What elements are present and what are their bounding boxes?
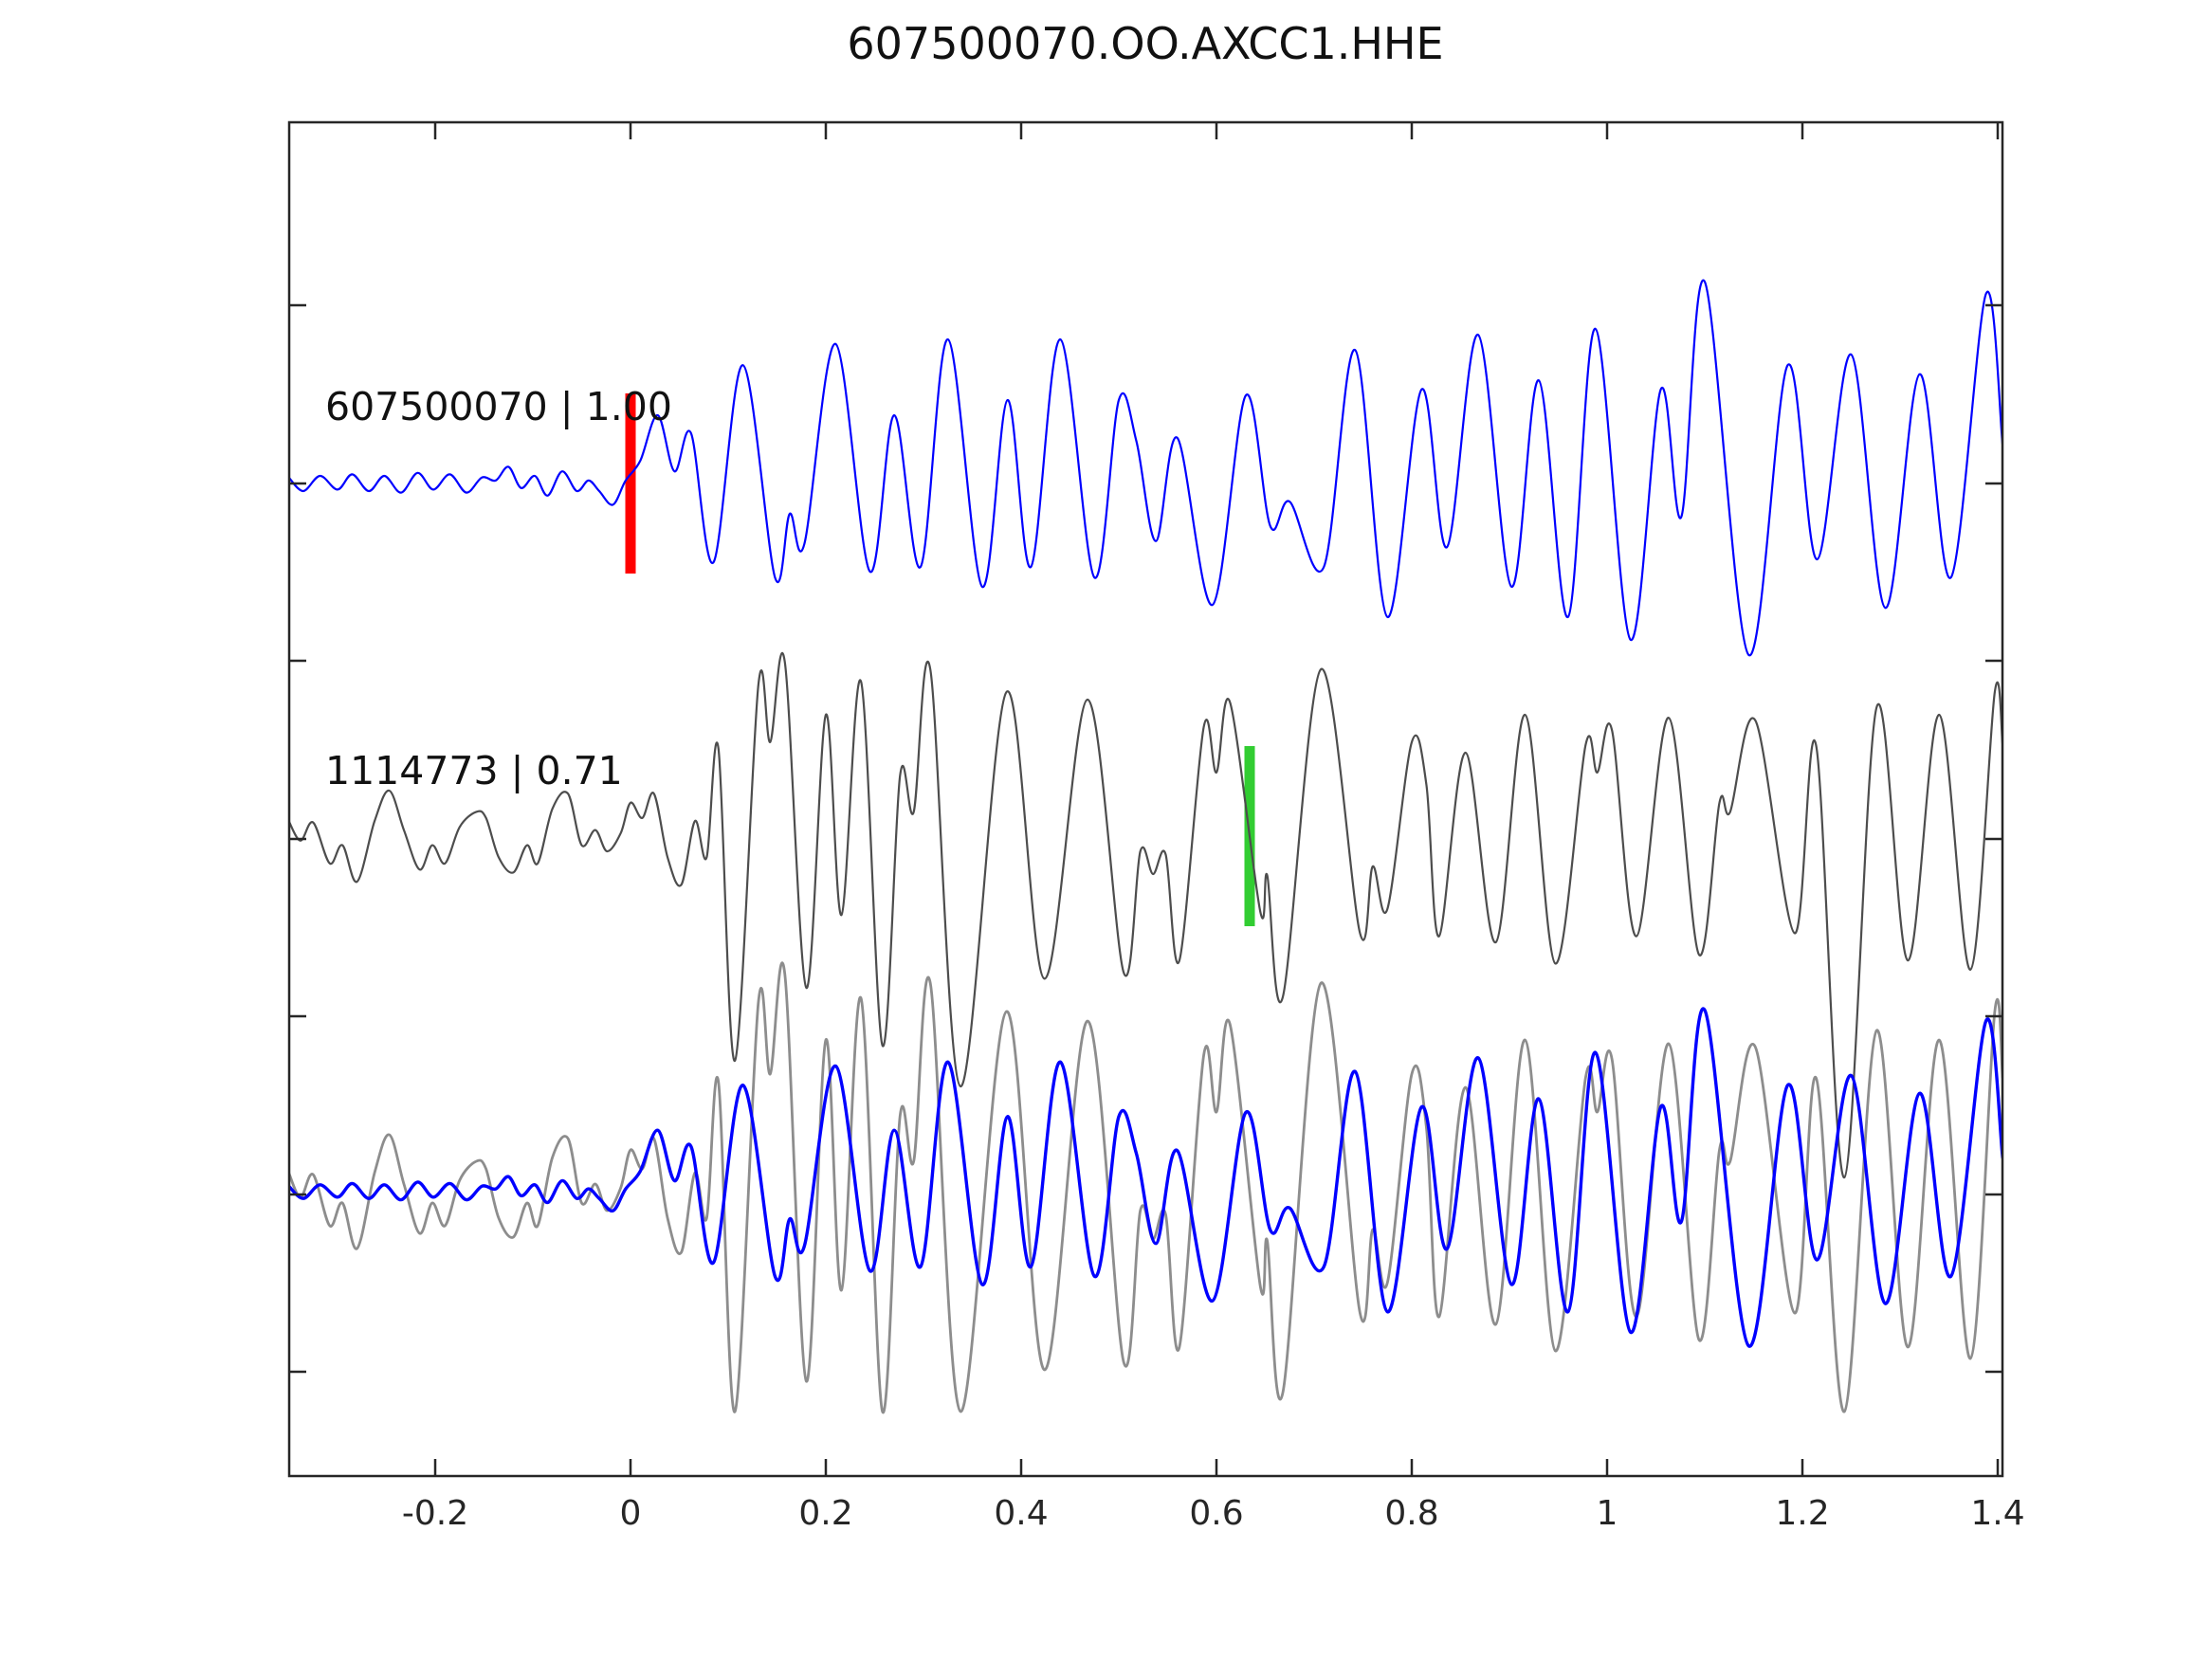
x-tick-label: 0.4 xyxy=(994,1494,1048,1533)
x-tick-label: -0.2 xyxy=(402,1494,468,1533)
trace-template-path xyxy=(289,279,2002,656)
x-tick-label: 1.2 xyxy=(1775,1494,1829,1533)
traces-layer xyxy=(289,279,2002,1414)
overlay-detection-path xyxy=(289,961,2002,1414)
trace-label-template: 607500070 | 1.00 xyxy=(325,384,672,429)
axes-frame xyxy=(287,120,2004,1478)
trace-detection-path xyxy=(289,651,2002,1179)
x-tick-labels: -0.2 0 0.2 0.4 0.6 0.8 1 1.2 1.4 xyxy=(402,1494,2025,1533)
plot-title: 607500070.OO.AXCC1.HHE xyxy=(847,18,1443,69)
x-tick-label: 0 xyxy=(620,1494,642,1533)
x-tick-label: 0.2 xyxy=(798,1494,852,1533)
pick-marker-template xyxy=(625,393,636,574)
trace-label-detection: 1114773 | 0.71 xyxy=(325,748,623,793)
axis-ticks xyxy=(289,122,2002,1476)
x-tick-label: 1 xyxy=(1597,1494,1618,1533)
x-tick-label: 0.8 xyxy=(1384,1494,1438,1533)
x-tick-label: 1.4 xyxy=(1970,1494,2024,1533)
overlay-template-path xyxy=(289,1007,2002,1348)
x-tick-label: 0.6 xyxy=(1189,1494,1243,1533)
